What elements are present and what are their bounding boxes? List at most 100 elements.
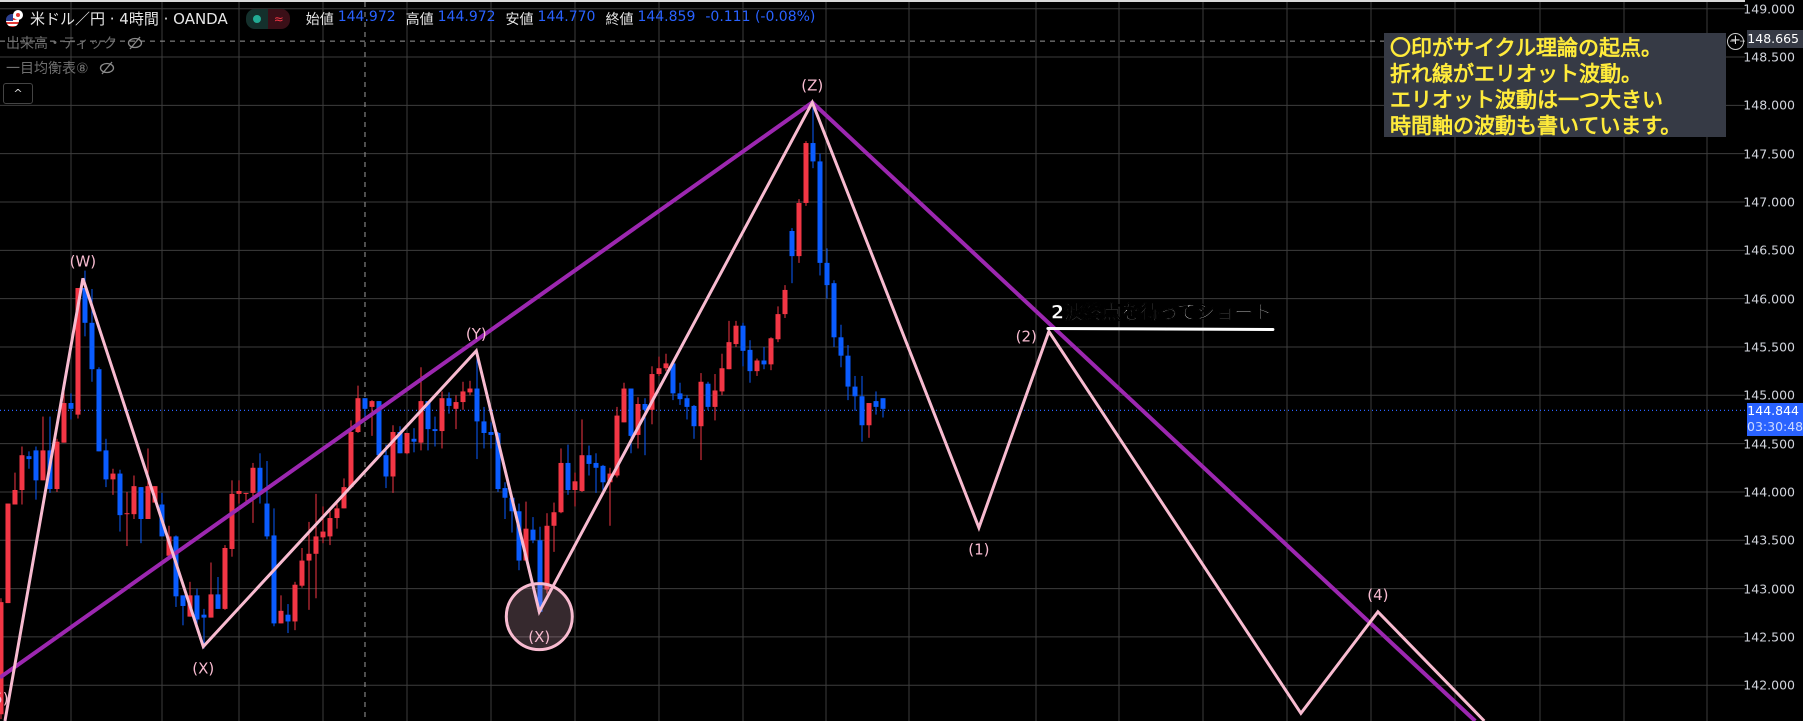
- candle-body: [656, 368, 662, 375]
- candle-body: [467, 388, 473, 393]
- candle-body: [117, 473, 123, 516]
- price-tick-label: 146.000: [1743, 291, 1795, 307]
- eye-slash-icon[interactable]: [127, 36, 143, 50]
- candle-body: [124, 513, 130, 515]
- candle: [264, 461, 270, 540]
- candle: [229, 480, 235, 557]
- candle: [726, 320, 732, 370]
- wave-label: (1): [968, 541, 989, 559]
- candle: [677, 382, 683, 405]
- candle-body: [719, 368, 725, 392]
- candle-body: [33, 450, 39, 481]
- candle: [586, 445, 592, 476]
- candle: [54, 438, 60, 492]
- low-value: 144.770: [537, 8, 596, 25]
- candle-body: [586, 455, 592, 464]
- candle: [488, 422, 494, 449]
- candle-body: [544, 525, 550, 590]
- candle: [698, 373, 704, 461]
- candle: [747, 340, 753, 383]
- price-tick-label: 142.000: [1743, 677, 1795, 693]
- candle-body: [817, 161, 823, 263]
- candle-body: [824, 262, 830, 286]
- approx-icon[interactable]: ≈: [267, 8, 290, 29]
- candle-body: [0, 602, 4, 715]
- candle-body: [495, 432, 501, 490]
- current-price: 144.844: [1747, 403, 1799, 419]
- candle-body: [761, 360, 767, 365]
- candle-body: [663, 363, 669, 369]
- candle-body: [642, 403, 648, 410]
- price-axis[interactable]: 149.000 148.500 148.000 147.500 147.000 146.5…: [1743, 0, 1803, 721]
- candle-body: [425, 401, 431, 430]
- price-tick-label: 145.500: [1743, 339, 1795, 355]
- candle: [397, 426, 403, 454]
- candle-body: [516, 511, 522, 561]
- candle-body: [397, 432, 403, 454]
- candle-body: [390, 432, 396, 477]
- candle-body: [131, 486, 137, 515]
- ohlc-values: 始値 144.972 高値 144.972 安値 144.770 終値 144.859 …: [306, 9, 822, 29]
- candle-body: [236, 490, 242, 494]
- candle: [439, 391, 445, 449]
- eye-slash-icon[interactable]: [99, 61, 115, 75]
- drawings[interactable]: (W) (X) (Y) (X) (Z) (1) (2) (4) (5) 2波終点を待ってショート: [0, 76, 1486, 721]
- candle: [320, 506, 326, 544]
- candle-body: [733, 325, 739, 345]
- add-plus-icon[interactable]: +: [1727, 33, 1744, 50]
- candle-body: [768, 338, 774, 365]
- candle: [313, 493, 319, 599]
- candle: [404, 432, 410, 455]
- candle-body: [621, 388, 627, 423]
- price-tick-label: 147.500: [1743, 146, 1795, 162]
- candle: [719, 353, 725, 396]
- price-tick-label: 146.500: [1743, 242, 1795, 258]
- candle-body: [110, 473, 116, 480]
- candle-body: [376, 401, 382, 456]
- candle-body: [600, 465, 606, 483]
- price-tick-label: 148.000: [1743, 97, 1795, 113]
- symbol-title[interactable]: 米ドル／円 · 4時間 · OANDA: [30, 10, 228, 28]
- candle: [40, 416, 46, 481]
- high-label: 高値: [405, 11, 434, 28]
- indicator-ichimoku[interactable]: 一目均衡表⑧: [6, 58, 115, 78]
- wave-label: (4): [1367, 586, 1388, 604]
- cycle-start-circle: [504, 582, 574, 652]
- candle-body: [649, 374, 655, 410]
- market-open-icon[interactable]: [245, 8, 268, 29]
- note-text-box[interactable]: 〇印がサイクル理論の起点。 折れ線がエリオット波動。 エリオット波動は一つ大きい…: [1384, 33, 1726, 138]
- candle: [600, 464, 606, 494]
- candle-body: [838, 337, 844, 356]
- collapse-legend-button[interactable]: ^: [3, 83, 33, 104]
- candle: [740, 322, 746, 367]
- candle-body: [12, 490, 18, 505]
- open-label: 始値: [305, 11, 334, 28]
- price-tick-label: 145.000: [1743, 387, 1795, 403]
- candle-body: [754, 360, 760, 372]
- candle: [474, 350, 480, 460]
- candle: [61, 386, 67, 443]
- candle-body: [215, 594, 221, 609]
- candle-body: [355, 398, 361, 433]
- candle: [180, 595, 186, 626]
- candle-body: [789, 230, 795, 257]
- price-tick-label: 143.500: [1743, 532, 1795, 548]
- candle-body: [264, 503, 270, 537]
- status-pills[interactable]: ≈: [245, 8, 290, 29]
- crosshair-price-label: 148.665: [1747, 30, 1803, 49]
- wave-label: (X): [192, 660, 214, 678]
- annotation-text[interactable]: 2波終点を待ってショート: [1051, 300, 1273, 324]
- candle-body: [796, 202, 802, 257]
- candle-body: [831, 283, 837, 338]
- candle: [621, 382, 627, 423]
- candle: [33, 446, 39, 500]
- candle: [26, 451, 32, 469]
- candle-body: [481, 421, 487, 433]
- candle-body: [859, 396, 865, 426]
- price-tick-label: 147.000: [1743, 194, 1795, 210]
- candle: [292, 581, 298, 631]
- candle-body: [670, 363, 676, 394]
- indicator-volume[interactable]: 出来高・ティック: [6, 33, 143, 53]
- candle: [236, 480, 242, 504]
- price-tick-label: 144.000: [1743, 484, 1795, 500]
